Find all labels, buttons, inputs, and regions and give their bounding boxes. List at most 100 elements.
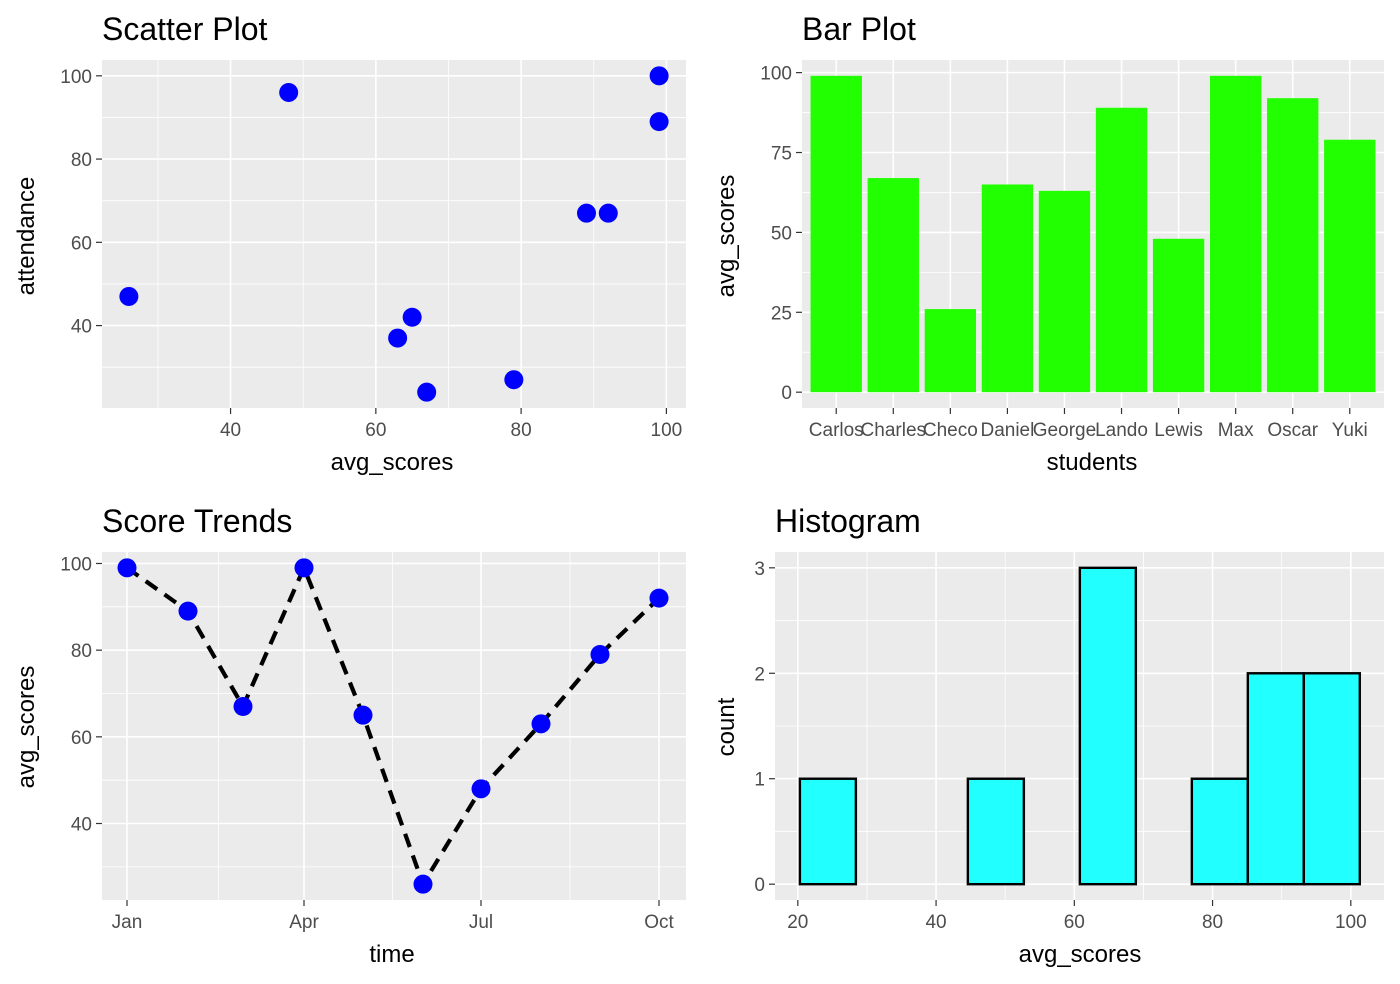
histogram-y-tick-label: 0 [754, 875, 765, 896]
bar-max [1209, 75, 1262, 393]
line-point-jun [413, 874, 433, 894]
scatter-x-axis-label: avg_scores [331, 449, 454, 476]
bar-yuki [1324, 139, 1376, 393]
line-x-tick-label: Jan [112, 912, 143, 933]
bar-george [1038, 190, 1091, 393]
bar-x-tick-label: Lando [1095, 420, 1148, 441]
bar-y-tick-label: 25 [771, 303, 792, 324]
histogram-bin-5 [1078, 566, 1138, 886]
line-point-apr [294, 558, 314, 578]
bar-daniel [981, 184, 1034, 393]
histogram-x-tick-label: 20 [787, 912, 808, 933]
histogram-bin-8 [1246, 672, 1306, 886]
histogram-x-axis-label: avg_scores [1019, 941, 1142, 968]
line-point-jan [117, 558, 137, 578]
bar-checo [924, 309, 977, 393]
histogram-panel: Histogram avg_scores count [713, 503, 1141, 968]
line-y-tick-label: 40 [71, 815, 92, 836]
bar-x-tick-label: Charles [861, 420, 926, 441]
scatter-point [504, 370, 524, 390]
line-x-tick-label: Oct [644, 912, 674, 933]
scatter-point [388, 328, 408, 348]
scatter-y-tick-label: 60 [71, 233, 92, 254]
histogram-bin-3 [966, 777, 1026, 886]
scatter-y-tick-label: 40 [71, 317, 92, 338]
bar-x-tick-label: Oscar [1267, 420, 1318, 441]
line-point-sep [590, 644, 610, 664]
scatter-x-tick-label: 80 [511, 420, 532, 441]
scatter-point [649, 112, 669, 132]
line-x-tick-label: Jul [469, 912, 493, 933]
scatter-y-axis-label: attendance [13, 177, 40, 296]
line-point-may [353, 705, 373, 725]
histogram-bin-0 [798, 777, 858, 886]
line-point-jul [471, 779, 491, 799]
scatter-y-tick-label: 80 [71, 150, 92, 171]
histogram-y-tick-label: 2 [754, 664, 765, 685]
line-point-feb [178, 601, 198, 621]
histogram-y-axis-label: count [713, 697, 740, 756]
line-panel: Score Trends time avg_scores [13, 503, 415, 968]
histogram-x-tick-label: 80 [1202, 912, 1223, 933]
histogram-bin-9 [1302, 672, 1362, 886]
bar-lando [1095, 107, 1148, 393]
line-point-mar [233, 696, 253, 716]
bar-x-tick-label: Lewis [1154, 420, 1203, 441]
bar-x-tick-label: Carlos [809, 420, 864, 441]
scatter-plot-area: 40 60 80 100 40 60 80 100 [60, 60, 686, 441]
scatter-point [119, 286, 139, 306]
line-y-tick-label: 60 [71, 728, 92, 749]
histogram-title: Histogram [775, 503, 921, 539]
scatter-point [402, 307, 422, 327]
bar-title: Bar Plot [802, 11, 916, 47]
line-plot-background [102, 552, 686, 900]
bar-x-tick-label: Checo [923, 420, 978, 441]
line-point-oct [649, 588, 669, 608]
histogram-bin-7 [1190, 777, 1250, 886]
histogram-x-tick-label: 100 [1335, 912, 1367, 933]
bar-x-tick-label: Daniel [980, 420, 1034, 441]
bar-y-axis-label: avg_scores [713, 175, 740, 298]
histogram-x-tick-label: 40 [925, 912, 946, 933]
line-y-tick-label: 80 [71, 641, 92, 662]
scatter-x-tick-label: 40 [220, 420, 241, 441]
histogram-y-tick-label: 1 [754, 770, 765, 791]
line-series-path [125, 562, 661, 890]
bar-y-tick-label: 100 [760, 64, 792, 85]
scatter-title: Scatter Plot [102, 11, 268, 47]
scatter-point [576, 203, 596, 223]
bar-y-tick-label: 0 [781, 383, 792, 404]
histogram-x-tick-label: 60 [1064, 912, 1085, 933]
histogram-y-tick-label: 3 [754, 559, 765, 580]
line-point-aug [531, 714, 551, 734]
bar-panel: Bar Plot students avg_scores [713, 11, 1137, 476]
scatter-point [417, 382, 437, 402]
scatter-y-tick-label: 100 [60, 67, 92, 88]
line-y-tick-label: 100 [60, 554, 92, 575]
bar-y-tick-label: 75 [771, 144, 792, 165]
bar-charles [867, 178, 919, 393]
scatter-point [649, 66, 669, 86]
line-y-axis-label: avg_scores [13, 666, 40, 789]
line-x-axis-label: time [369, 941, 414, 968]
line-title: Score Trends [102, 503, 292, 539]
scatter-point [598, 203, 618, 223]
scatter-x-tick-label: 60 [365, 420, 386, 441]
bar-x-tick-label: Yuki [1332, 420, 1368, 441]
bar-x-tick-label: George [1033, 420, 1096, 441]
line-plot-area: 40 60 80 100 Jan Apr Jul Oct [60, 552, 686, 933]
scatter-plot-background [102, 60, 686, 408]
bar-lewis [1152, 238, 1205, 393]
scatter-panel: Scatter Plot avg_scores attendance [13, 11, 453, 476]
bar-x-axis-label: students [1047, 449, 1138, 476]
scatter-x-tick-label: 100 [651, 420, 683, 441]
scatter-point [279, 82, 299, 102]
histogram-plot-area: 0 1 2 3 20 40 60 80 100 [754, 552, 1384, 933]
bar-carlos [810, 75, 862, 393]
bar-oscar [1267, 98, 1319, 393]
line-x-tick-label: Apr [289, 912, 319, 933]
bar-x-tick-label: Max [1218, 420, 1254, 441]
bar-y-tick-label: 50 [771, 223, 792, 244]
